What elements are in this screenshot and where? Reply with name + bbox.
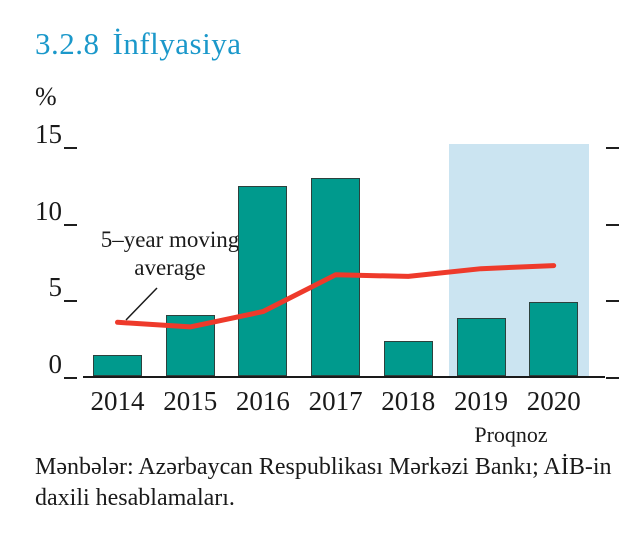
bar-2018: [383, 341, 433, 376]
annotation-line-2: average: [134, 255, 206, 280]
bar-2020: [529, 302, 579, 376]
x-tick-label-2017: 2017: [308, 386, 363, 416]
y-tick-mark-left-15: [64, 147, 77, 150]
y-axis-unit-label: %: [35, 82, 57, 111]
source-note: Mənbələr: Azərbaycan Respublikası Mərkəz…: [35, 454, 612, 511]
section-number: 3.2.8: [35, 26, 100, 61]
x-tick-label-2016: 2016: [235, 386, 290, 416]
x-tick-label-2015: 2015: [163, 386, 218, 416]
y-tick-mark-right-5: [606, 300, 619, 303]
forecast-label: Proqnoz: [474, 422, 548, 447]
bar-2014: [93, 355, 142, 376]
x-tick-label-2018: 2018: [381, 386, 436, 416]
x-tick-label-2014: 2014: [90, 386, 145, 416]
section-title: İnflyasiya: [112, 26, 242, 61]
bar-2017: [311, 178, 361, 376]
y-tick-label-5: 5: [48, 272, 63, 303]
annotation-leader-line: [125, 287, 158, 321]
bar-2015: [165, 315, 215, 376]
y-tick-mark-right-15: [606, 147, 619, 150]
y-tick-mark-right-0: [606, 377, 619, 379]
y-tick-label-0: 0: [48, 349, 63, 379]
y-tick-label-15: 15: [35, 119, 62, 150]
annotation-line-1: 5–year moving: [100, 227, 240, 252]
x-axis-line: [83, 376, 605, 378]
y-tick-mark-left-10: [64, 223, 77, 226]
y-tick-mark-left-5: [64, 300, 77, 303]
moving-average-annotation: 5–year moving average: [85, 226, 255, 282]
bar-2016: [238, 186, 288, 376]
y-tick-mark-right-10: [606, 223, 619, 226]
y-tick-label-10: 10: [35, 195, 62, 226]
x-tick-label-2020: 2020: [526, 386, 581, 416]
page-title: 3.2.8 İnflyasiya: [35, 26, 241, 62]
y-tick-mark-left-0: [64, 377, 77, 379]
x-tick-label-2019: 2019: [454, 386, 508, 416]
bar-2019: [456, 318, 506, 376]
